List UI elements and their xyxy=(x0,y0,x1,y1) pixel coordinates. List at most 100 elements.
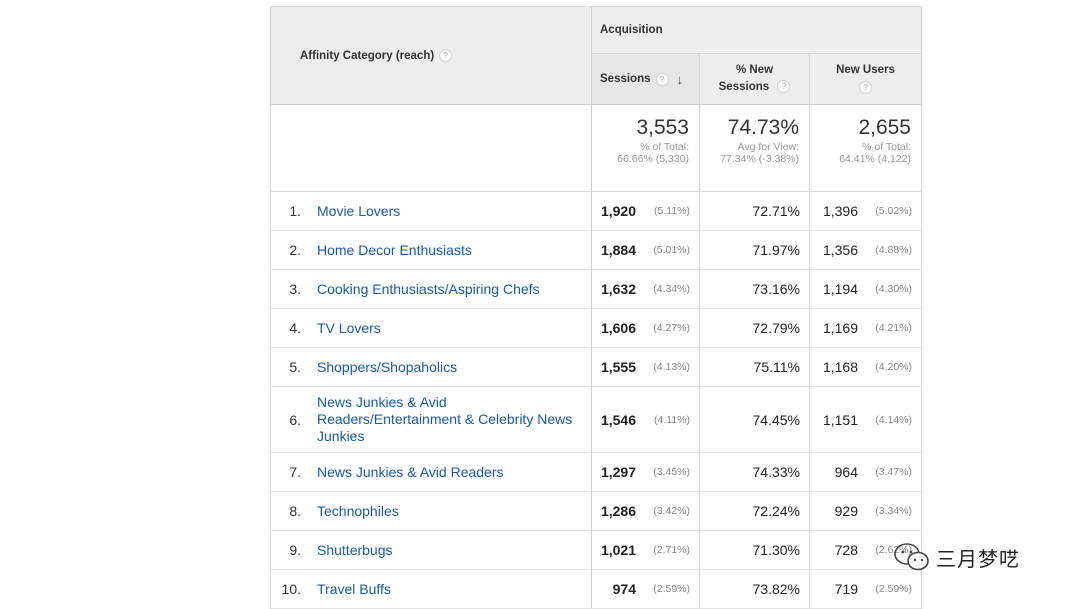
sessions-value: 974 xyxy=(612,581,636,597)
new-sessions-cell: 74.33% xyxy=(700,453,810,491)
new-sessions-column-header[interactable]: % New Sessions ? xyxy=(700,54,810,104)
dimension-header-label: Affinity Category (reach) xyxy=(300,49,435,62)
total-detail: 64.41% (4,122) xyxy=(839,153,911,165)
new-users-value: 719 xyxy=(834,581,858,597)
affinity-category-link[interactable]: Travel Buffs xyxy=(317,580,391,597)
affinity-category-link[interactable]: Movie Lovers xyxy=(317,202,401,219)
row-index: 6. xyxy=(289,411,301,428)
sessions-column-header[interactable]: Sessions ? ↓ xyxy=(592,54,700,104)
new-sessions-cell: 72.71% xyxy=(700,192,810,230)
sessions-percent: (2.71%) xyxy=(653,544,690,556)
table-row: 4. TV Lovers 1,606 (4.27%) 72.79% 1,169 (4.21%… xyxy=(271,309,921,348)
sort-descending-icon[interactable]: ↓ xyxy=(676,71,684,87)
help-icon[interactable]: ? xyxy=(655,72,669,86)
new-users-cell: 929 (3.34%) xyxy=(810,492,921,530)
sessions-cell: 1,297 (3.45%) xyxy=(592,453,700,491)
affinity-category-link[interactable]: TV Lovers xyxy=(317,319,381,336)
new-sessions-value: 74.45% xyxy=(752,411,800,428)
sessions-cell: 1,286 (3.42%) xyxy=(592,492,700,530)
sessions-percent: (3.45%) xyxy=(653,466,690,478)
help-icon[interactable]: ? xyxy=(777,80,791,94)
sessions-cell: 1,632 (4.34%) xyxy=(592,270,700,308)
new-sessions-cell: 71.97% xyxy=(700,231,810,269)
dimension-cell: 7. News Junkies & Avid Readers xyxy=(271,453,592,491)
wechat-icon xyxy=(894,543,929,571)
new-sessions-value: 71.30% xyxy=(752,542,800,558)
new-users-value: 929 xyxy=(834,503,858,519)
new-sessions-cell: 73.16% xyxy=(700,270,810,308)
dimension-cell: 4. TV Lovers xyxy=(271,309,592,347)
new-users-value: 1,194 xyxy=(822,281,858,297)
new-users-value: 1,356 xyxy=(822,242,858,258)
sessions-cell: 1,546 (4.11%) xyxy=(592,387,700,452)
affinity-category-link[interactable]: Technophiles xyxy=(317,502,399,519)
new-users-percent: (2.59%) xyxy=(875,583,912,595)
new-users-percent: (4.14%) xyxy=(875,413,912,426)
row-index: 1. xyxy=(289,203,301,219)
row-index: 5. xyxy=(289,359,301,375)
total-caption: % of Total: xyxy=(862,141,911,153)
affinity-category-link[interactable]: Shoppers/Shopaholics xyxy=(317,358,458,375)
new-sessions-value: 72.24% xyxy=(752,503,800,519)
sessions-header-label: Sessions xyxy=(600,72,651,85)
new-users-cell: 1,194 (4.30%) xyxy=(810,270,921,308)
dimension-header[interactable]: Affinity Category (reach) ? xyxy=(271,7,592,104)
new-sessions-cell: 71.30% xyxy=(700,531,810,569)
dimension-cell: 6. News Junkies & Avid Readers/Entertainm… xyxy=(271,387,592,452)
new-users-value: 1,396 xyxy=(822,203,858,219)
sessions-value: 1,021 xyxy=(600,542,636,558)
new-sessions-total: 74.73% Avg for View: 77.34% (-3.38%) xyxy=(700,105,810,191)
affinity-category-link[interactable]: Cooking Enthusiasts/Aspiring Chefs xyxy=(317,280,540,297)
watermark-text: 三月梦呓 xyxy=(936,548,1020,571)
acquisition-group: Acquisition Sessions ? ↓ % New Sessions … xyxy=(592,7,921,104)
sessions-cell: 1,884 (5.01%) xyxy=(592,231,700,269)
dimension-cell: 1. Movie Lovers xyxy=(271,192,592,230)
new-users-percent: (4.88%) xyxy=(875,244,912,256)
new-users-cell: 964 (3.47%) xyxy=(810,453,921,491)
sessions-cell: 1,021 (2.71%) xyxy=(592,531,700,569)
sessions-cell: 1,606 (4.27%) xyxy=(592,309,700,347)
sessions-value: 1,920 xyxy=(600,203,636,219)
total-detail: 66.66% (5,330) xyxy=(617,153,689,165)
new-users-column-header[interactable]: New Users ? xyxy=(810,54,921,104)
row-index: 7. xyxy=(289,464,301,480)
dimension-cell: 2. Home Decor Enthusiasts xyxy=(271,231,592,269)
new-sessions-cell: 74.45% xyxy=(700,387,810,452)
new-users-percent: (3.47%) xyxy=(875,466,912,478)
new-sessions-cell: 72.24% xyxy=(700,492,810,530)
sessions-percent: (5.11%) xyxy=(654,205,690,217)
table-row: 2. Home Decor Enthusiasts 1,884 (5.01%) 71.9… xyxy=(271,231,921,270)
dimension-cell: 10. Travel Buffs xyxy=(271,570,592,608)
affinity-category-link[interactable]: Shutterbugs xyxy=(317,541,393,558)
new-users-cell: 1,169 (4.21%) xyxy=(810,309,921,347)
row-index: 2. xyxy=(289,242,301,258)
row-index: 3. xyxy=(289,281,301,297)
row-index: 4. xyxy=(289,320,301,336)
table-row: 3. Cooking Enthusiasts/Aspiring Chefs 1,63… xyxy=(271,270,921,309)
help-icon[interactable]: ? xyxy=(859,81,872,95)
sessions-percent: (4.34%) xyxy=(653,283,690,295)
new-users-percent: (5.02%) xyxy=(875,205,912,217)
total-value: 74.73% xyxy=(727,116,799,139)
help-icon[interactable]: ? xyxy=(439,49,453,62)
sessions-percent: (5.01%) xyxy=(653,244,690,256)
sessions-total: 3,553 % of Total: 66.66% (5,330) xyxy=(592,105,700,191)
new-sessions-header-label: % New Sessions xyxy=(718,64,774,93)
total-caption: Avg for View: xyxy=(737,141,799,153)
new-users-total: 2,655 % of Total: 64.41% (4,122) xyxy=(810,105,921,191)
affinity-category-link[interactable]: News Junkies & Avid Readers/Entertainmen… xyxy=(317,394,573,444)
sessions-percent: (4.27%) xyxy=(653,322,690,334)
dimension-cell: 5. Shoppers/Shopaholics xyxy=(271,348,592,386)
affinity-category-link[interactable]: Home Decor Enthusiasts xyxy=(317,241,472,258)
affinity-category-link[interactable]: News Junkies & Avid Readers xyxy=(317,463,504,480)
totals-row: 3,553 % of Total: 66.66% (5,330) 74.73% … xyxy=(271,105,921,192)
sessions-value: 1,297 xyxy=(600,464,636,480)
new-users-percent: (4.30%) xyxy=(875,283,912,295)
new-sessions-value: 75.11% xyxy=(753,359,800,375)
new-users-percent: (4.21%) xyxy=(875,322,912,334)
total-detail: 77.34% (-3.38%) xyxy=(720,153,799,165)
sessions-value: 1,884 xyxy=(600,242,636,258)
new-users-value: 964 xyxy=(834,464,858,480)
new-users-value: 1,169 xyxy=(822,320,858,336)
new-sessions-value: 73.16% xyxy=(752,281,800,297)
